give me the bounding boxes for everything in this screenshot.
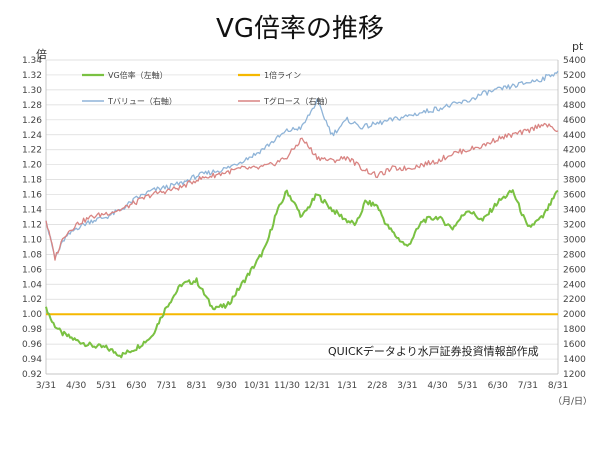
x-tick-label: 3/31	[36, 381, 56, 391]
legend-label: VG倍率（左軸）	[108, 70, 168, 80]
left-tick-label: 0.94	[22, 355, 42, 365]
right-tick-label: 4800	[563, 101, 586, 111]
series-line	[45, 189, 559, 359]
x-tick-label: 5/31	[96, 381, 116, 391]
left-tick-label: 1.06	[22, 265, 42, 275]
legend-label: 1倍ライン	[264, 70, 301, 80]
legend: VG倍率（左軸） 1倍ライン Tバリュー（右軸） Tグロース（右軸）	[82, 70, 333, 106]
right-tick-label: 4200	[563, 146, 586, 156]
left-axis-unit: 倍	[36, 48, 47, 61]
left-tick-label: 1.24	[22, 131, 42, 141]
right-tick-label: 2400	[563, 280, 586, 290]
right-tick-label: 2800	[563, 250, 586, 260]
right-tick-label: 4400	[563, 131, 586, 141]
x-tick-label: 4/30	[66, 381, 86, 391]
right-tick-label: 1600	[563, 340, 586, 350]
x-tick-label: 10/31	[244, 381, 270, 391]
right-tick-label: 3200	[563, 220, 586, 230]
right-tick-label: 1200	[563, 370, 586, 380]
legend-label: Tグロース（右軸）	[263, 96, 333, 106]
right-tick-label: 3400	[563, 206, 586, 216]
left-tick-label: 1.02	[22, 295, 42, 305]
left-tick-label: 0.96	[22, 340, 42, 350]
x-tick-label: 6/30	[126, 381, 146, 391]
x-tick-label: 7/31	[156, 381, 176, 391]
left-tick-label: 1.16	[22, 191, 42, 201]
x-tick-label: 4/30	[427, 381, 447, 391]
x-tick-label: 7/31	[518, 381, 538, 391]
left-tick-label: 1.10	[22, 235, 42, 245]
x-tick-label: 8/31	[548, 381, 568, 391]
right-tick-label: 2200	[563, 295, 586, 305]
x-tick-label: 3/31	[397, 381, 417, 391]
axis-layer: 0.92 0.94 0.96 0.98 1.00 1.02 1.04 1.06 1.08 1.10…	[22, 56, 586, 391]
source-note: QUICKデータより水戸証券投資情報部作成	[328, 344, 539, 358]
right-tick-label: 5400	[563, 56, 586, 66]
x-tick-label: 12/31	[304, 381, 330, 391]
left-tick-label: 1.18	[22, 176, 42, 186]
legend-label: Tバリュー（右軸）	[107, 96, 177, 106]
right-tick-label: 3000	[563, 235, 586, 245]
chart-title: VG倍率の推移	[216, 14, 384, 44]
right-tick-label: 4000	[563, 161, 586, 171]
left-tick-label: 1.14	[22, 206, 42, 216]
series-line	[45, 122, 559, 261]
x-tick-label: 5/31	[458, 381, 478, 391]
x-axis-unit: （月/日）	[553, 396, 592, 407]
series-line	[45, 70, 559, 259]
series-layer	[45, 70, 559, 359]
right-tick-label: 1400	[563, 355, 586, 365]
left-tick-label: 1.20	[22, 161, 42, 171]
left-tick-label: 1.26	[22, 116, 42, 126]
right-tick-label: 4600	[563, 116, 586, 126]
left-tick-label: 1.28	[22, 101, 42, 111]
right-tick-label: 5000	[563, 86, 586, 96]
right-tick-label: 2000	[563, 310, 586, 320]
left-tick-label: 1.22	[22, 146, 42, 156]
right-tick-label: 5200	[563, 71, 586, 81]
right-tick-label: 1800	[563, 325, 586, 335]
x-tick-label: 11/30	[274, 381, 300, 391]
x-tick-label: 2/28	[367, 381, 387, 391]
left-tick-label: 0.92	[22, 370, 42, 380]
left-tick-label: 1.12	[22, 220, 42, 230]
left-tick-label: 1.08	[22, 250, 42, 260]
left-tick-label: 1.34	[22, 56, 42, 66]
x-tick-label: 6/30	[488, 381, 508, 391]
grid-layer	[46, 59, 558, 375]
right-tick-label: 3800	[563, 176, 586, 186]
right-axis-unit: pt	[572, 40, 584, 53]
left-tick-label: 0.98	[22, 325, 42, 335]
x-tick-label: 8/31	[186, 381, 206, 391]
right-tick-label: 3600	[563, 191, 586, 201]
left-tick-label: 1.32	[22, 71, 42, 81]
x-tick-label: 1/31	[337, 381, 357, 391]
right-tick-label: 2600	[563, 265, 586, 275]
x-tick-label: 9/30	[217, 381, 237, 391]
left-tick-label: 1.04	[22, 280, 42, 290]
left-tick-label: 1.30	[22, 86, 42, 96]
left-tick-label: 1.00	[22, 310, 42, 320]
